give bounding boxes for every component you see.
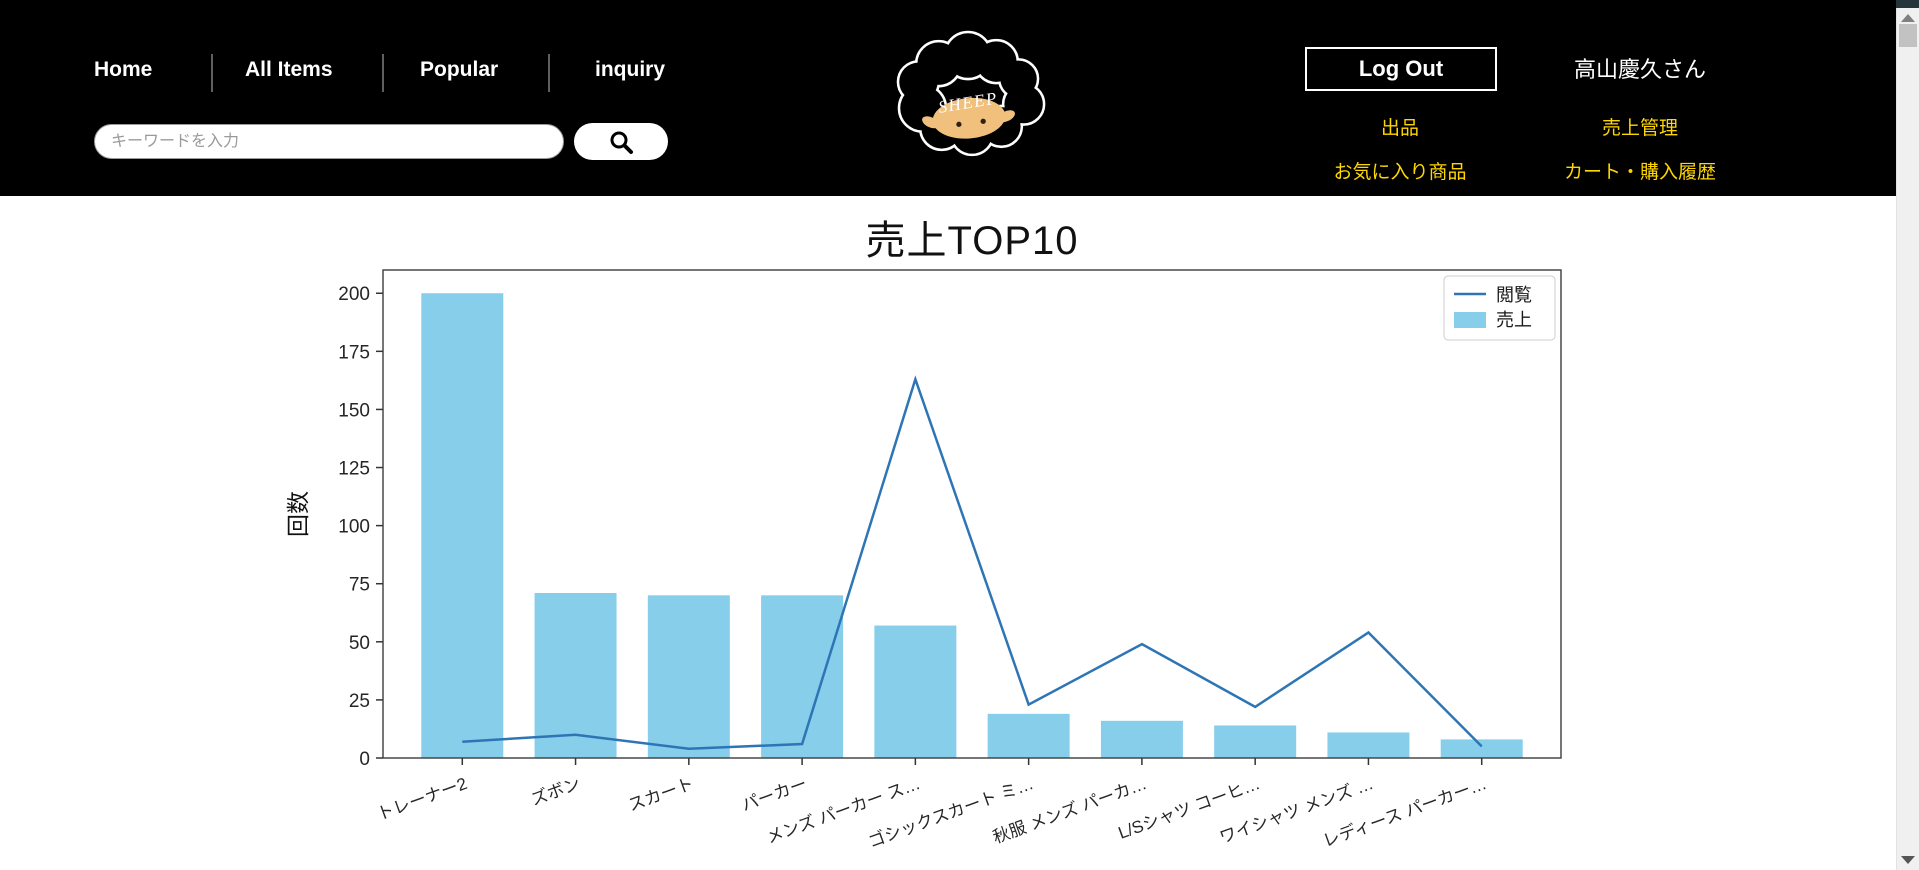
bar-8 [1327, 732, 1410, 758]
x-tick-label: スカート [626, 774, 696, 815]
y-tick-label: 50 [349, 633, 370, 654]
x-tick-label: パーカー [739, 774, 809, 815]
scrollbar-down-arrow-icon[interactable] [1901, 856, 1915, 864]
bar-1 [534, 593, 617, 758]
bar-4 [874, 625, 957, 758]
y-tick-label: 100 [338, 517, 370, 538]
logout-button[interactable]: Log Out [1305, 47, 1497, 91]
search-icon [610, 131, 633, 154]
nav-divider [382, 54, 384, 92]
search-input[interactable] [94, 124, 564, 159]
nav-inquiry[interactable]: inquiry [595, 58, 666, 81]
nav-popular[interactable]: Popular [420, 58, 499, 81]
nav-home[interactable]: Home [94, 58, 153, 81]
chart-title: 売上TOP10 [865, 219, 1079, 263]
y-axis-label: 回数 [285, 491, 311, 537]
y-tick-label: 175 [338, 342, 370, 363]
scrollbar-up-arrow-icon[interactable] [1901, 14, 1915, 22]
legend-bar-sample [1454, 312, 1486, 328]
y-tick-label: 150 [338, 400, 370, 421]
nav-divider [211, 54, 213, 92]
logo[interactable]: SHEEP [878, 20, 1058, 172]
bar-6 [1100, 720, 1183, 758]
line-series [462, 375, 1483, 750]
bar-0 [421, 293, 504, 758]
y-tick-label: 0 [359, 749, 370, 770]
x-tick-label: トレーナー2 [374, 774, 469, 824]
plot-frame [382, 269, 1562, 759]
y-tick-label: 25 [349, 691, 370, 712]
y-tick-label: 75 [349, 575, 370, 596]
username: 高山慶久さん [1573, 57, 1706, 82]
bar-7 [1214, 725, 1297, 758]
nav-all-items[interactable]: All Items [245, 58, 333, 81]
bar-3 [761, 595, 844, 758]
x-tick-label: ズボン [529, 774, 583, 809]
link-cart-history[interactable]: カート・購入履歴 [1563, 162, 1716, 183]
nav-divider [548, 54, 550, 92]
link-favorites[interactable]: お気に入り商品 [1333, 162, 1467, 183]
scrollbar-thumb[interactable] [1899, 24, 1917, 47]
link-sell[interactable]: 出品 [1380, 118, 1419, 139]
legend-label-bar: 売上 [1496, 310, 1532, 330]
bar-9 [1440, 739, 1523, 758]
search-button[interactable] [574, 123, 668, 160]
link-sales-management[interactable]: 売上管理 [1601, 118, 1678, 139]
y-tick-label: 125 [338, 459, 370, 480]
scrollbar[interactable] [1896, 8, 1919, 870]
sheep-logo-icon: SHEEP [896, 30, 1046, 157]
legend-label-line: 閲覧 [1496, 285, 1532, 305]
y-tick-label: 200 [338, 284, 370, 305]
window-edge [1896, 0, 1919, 8]
bar-5 [987, 713, 1070, 758]
site-header: Home All Items Popular inquiry [0, 0, 1919, 196]
bar-2 [647, 595, 730, 758]
